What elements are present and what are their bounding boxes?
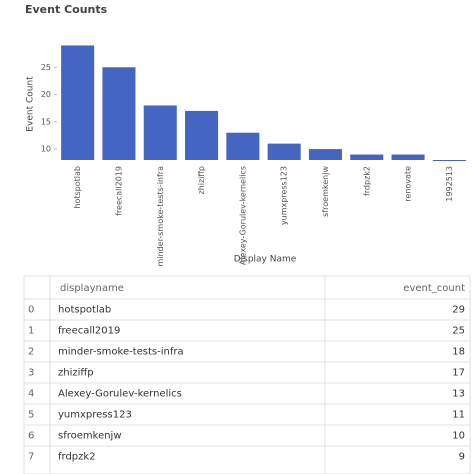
x-axis-title: Display Name <box>234 255 297 265</box>
x-tick-label: zhiziffp <box>197 166 206 195</box>
cell-name: yumxpress123 <box>58 410 132 421</box>
y-tick-label: 10 <box>41 145 51 154</box>
cell-count: 29 <box>452 305 465 316</box>
x-tick-label: freecall2019 <box>114 166 123 216</box>
chart-title: Event Counts <box>25 3 108 16</box>
x-tick-label: 1992513 <box>445 166 454 202</box>
x-tick-label: frdpzk2 <box>362 166 371 196</box>
bar <box>391 154 425 160</box>
x-tick-label: sfroemkenjw <box>321 166 330 217</box>
table-header: displayname <box>60 283 124 294</box>
row-index: 4 <box>28 389 34 400</box>
y-tick-label: 15 <box>41 117 51 126</box>
y-tick-label: 20 <box>41 90 51 99</box>
bar <box>267 143 301 160</box>
table-frame <box>23 275 471 474</box>
bar <box>350 154 384 160</box>
y-tick-label: 25 <box>41 63 51 72</box>
row-index: 7 <box>28 452 34 463</box>
cell-count: 13 <box>452 389 465 400</box>
cell-count: 10 <box>452 431 465 442</box>
cell-count: 11 <box>452 410 465 421</box>
y-axis-title: Event Count <box>26 76 36 132</box>
x-tick-label: renovate <box>404 166 413 202</box>
cell-name: Alexey-Gorulev-kernelics <box>58 389 182 400</box>
cell-name: freecall2019 <box>58 326 120 337</box>
bar <box>143 105 177 160</box>
row-index: 0 <box>28 305 34 316</box>
row-index: 5 <box>28 410 34 421</box>
x-tick-label: minder-smoke-tests-infra <box>156 166 165 267</box>
row-index: 2 <box>28 347 34 358</box>
cell-count: 18 <box>452 347 465 358</box>
row-index: 6 <box>28 431 34 442</box>
cell-name: zhiziffp <box>58 368 94 379</box>
cell-count: 17 <box>452 368 465 379</box>
cell-count: 9 <box>459 452 465 463</box>
bar <box>185 110 219 160</box>
row-index: 1 <box>28 326 34 337</box>
x-tick-label: yumxpress123 <box>280 166 289 225</box>
cell-name: hotspotlab <box>58 305 111 316</box>
row-index: 3 <box>28 368 34 379</box>
bar <box>226 132 260 160</box>
cell-count: 25 <box>452 326 465 337</box>
cell-name: frdpzk2 <box>58 452 96 463</box>
bar <box>61 45 95 160</box>
bar <box>308 149 342 160</box>
x-tick-label: hotspotlab <box>73 166 82 209</box>
cell-name: minder-smoke-tests-infra <box>58 347 184 358</box>
bar <box>102 67 136 160</box>
table-header: event_count <box>403 283 465 294</box>
cell-name: sfroemkenjw <box>58 431 122 442</box>
bar <box>432 160 466 161</box>
x-tick-label: Alexey-Gorulev-kernelics <box>238 166 247 265</box>
